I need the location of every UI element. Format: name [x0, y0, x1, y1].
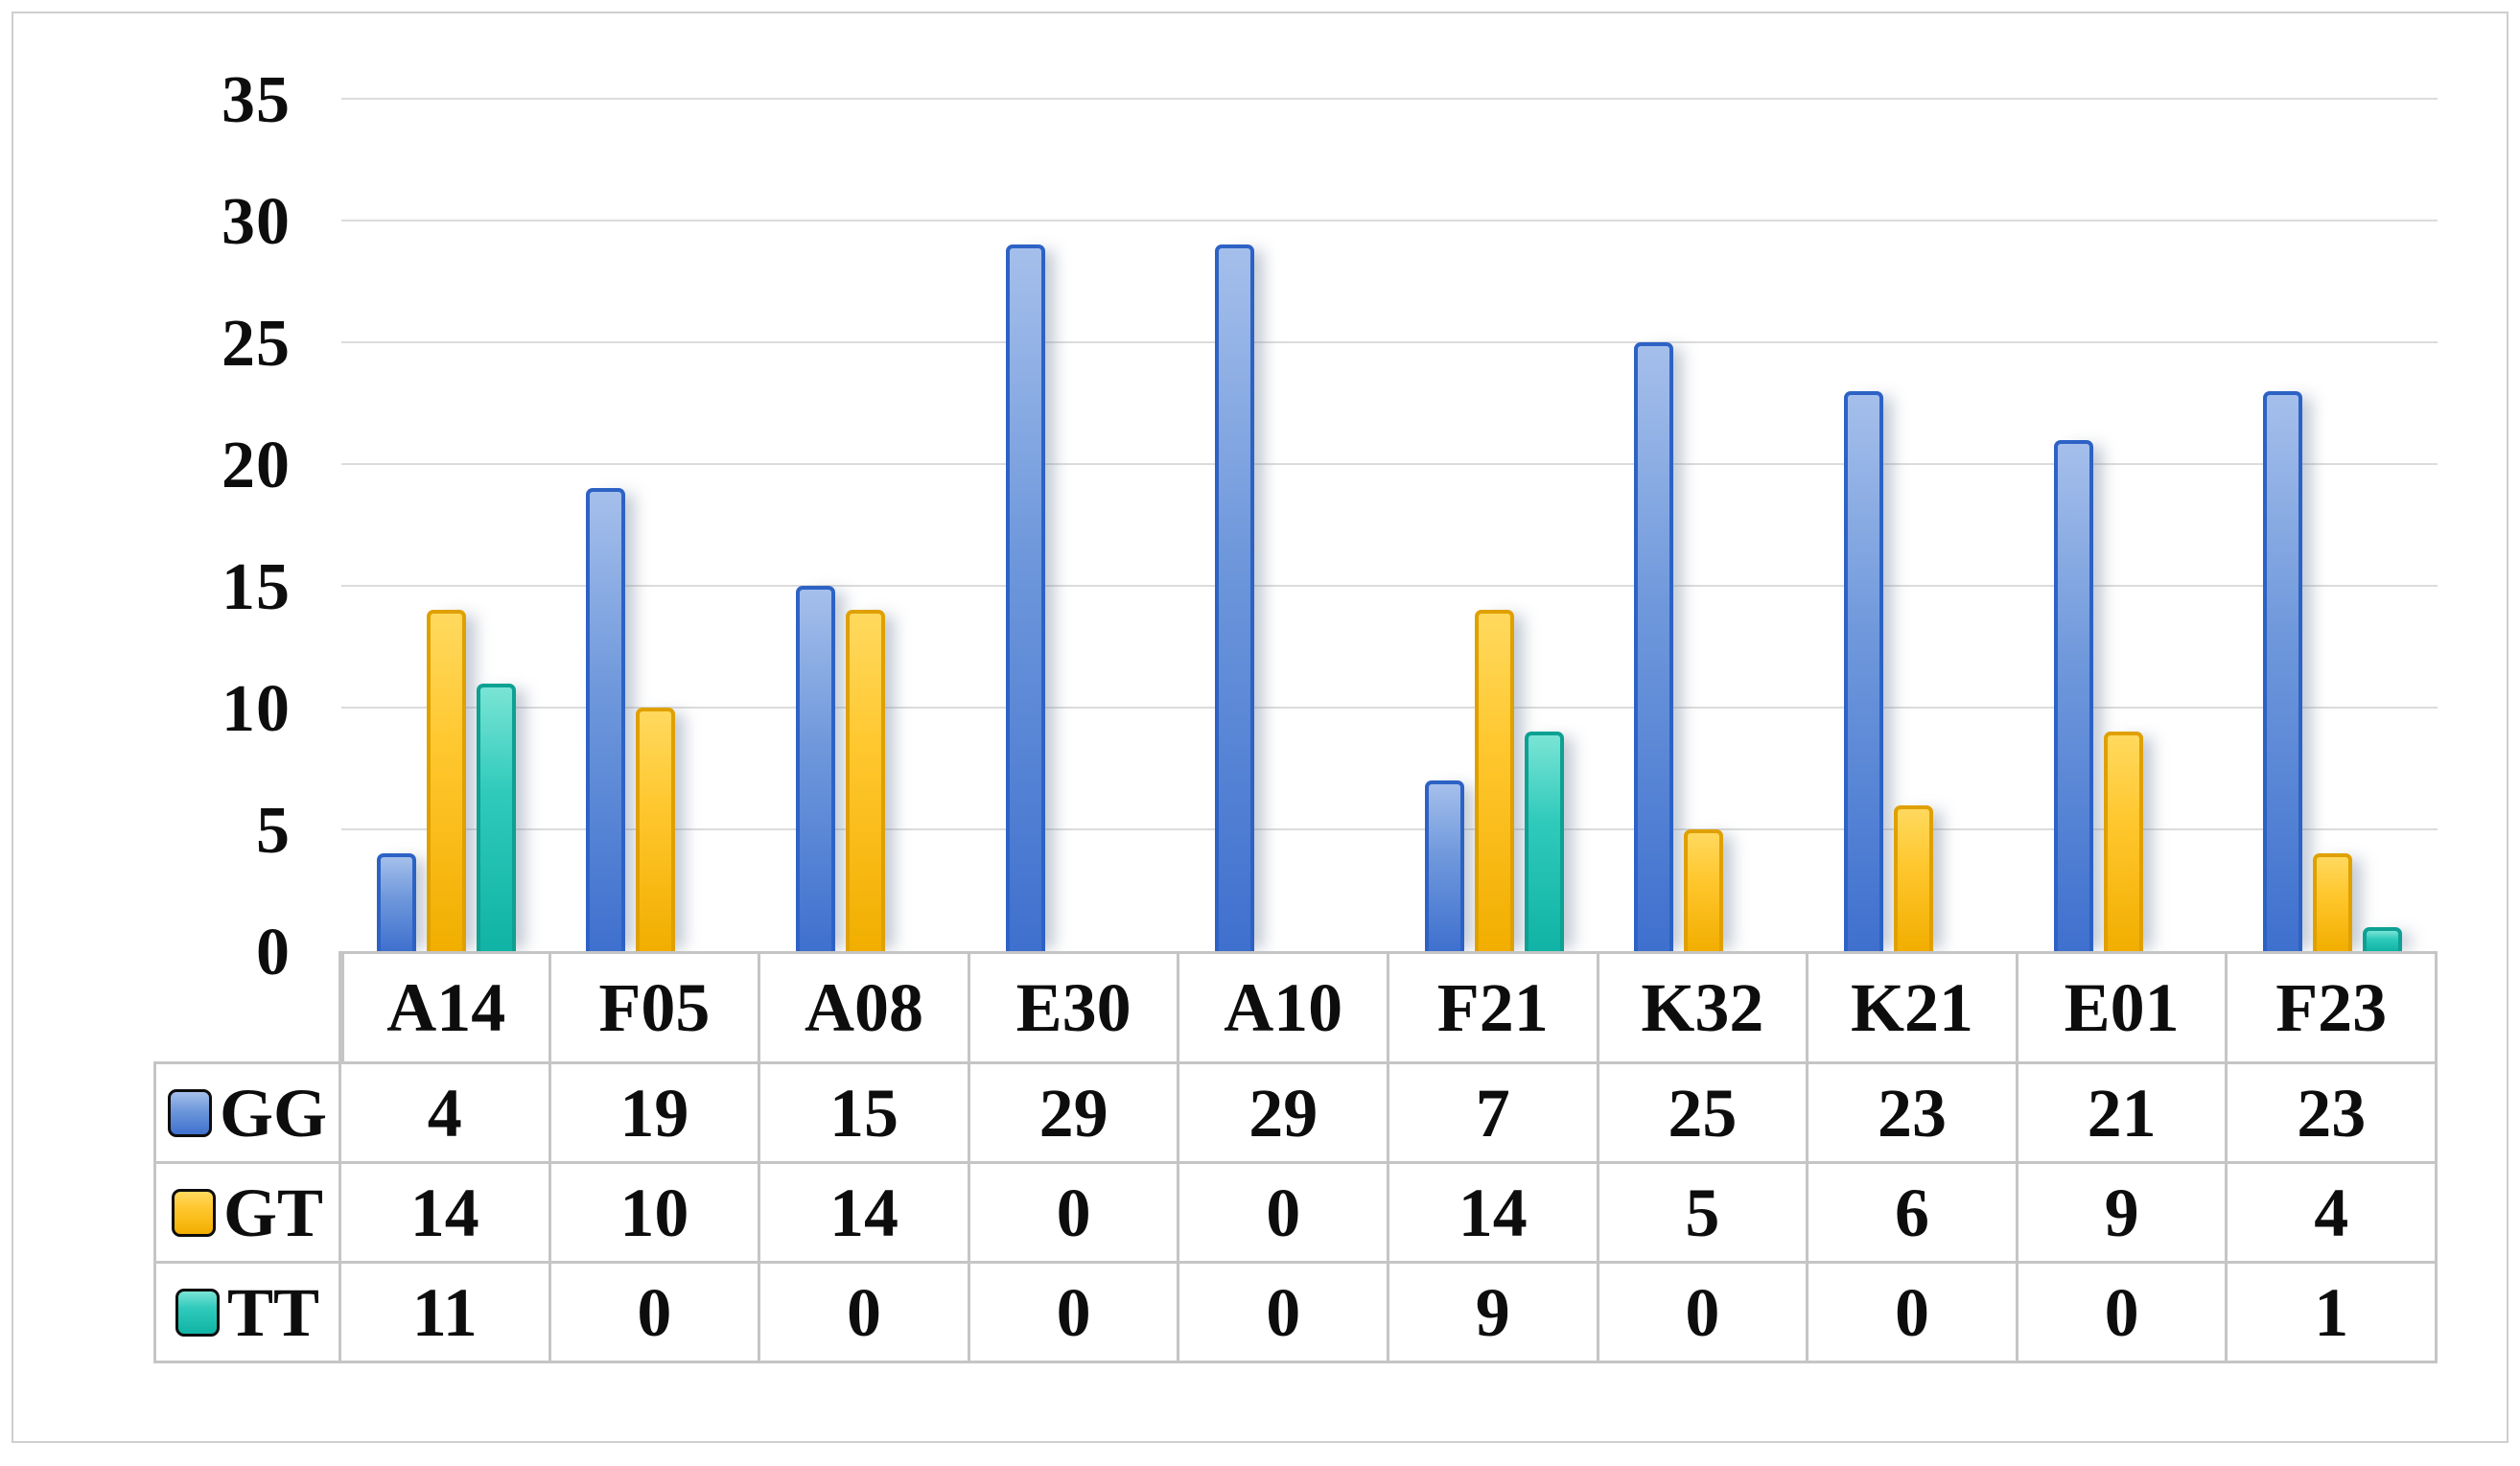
legend-label-text: TT — [226, 1273, 320, 1351]
bar-gt-a14 — [426, 610, 466, 951]
column-header-k32: K32 — [1598, 951, 1809, 1064]
table-value-tt-a10: 0 — [1179, 1264, 1389, 1363]
table-value-gt-a14: 14 — [341, 1164, 551, 1264]
gridline — [341, 98, 2438, 100]
table-value-tt-f05: 0 — [550, 1264, 761, 1363]
bar-gt-f21 — [1474, 610, 1514, 951]
bar-gg-e30 — [1005, 244, 1045, 951]
y-tick-label: 0 — [256, 916, 291, 989]
legend-label-text: GT — [222, 1174, 324, 1251]
y-tick-label: 5 — [256, 794, 291, 868]
legend-row-label-gt: GT — [153, 1164, 341, 1264]
legend-swatch-gg — [167, 1088, 212, 1137]
gridline — [341, 220, 2438, 221]
gridline — [341, 707, 2438, 709]
table-value-gg-k21: 23 — [1808, 1064, 2018, 1164]
gridline — [341, 341, 2438, 343]
bar-group-e01 — [2018, 99, 2228, 951]
table-value-gt-k32: 5 — [1598, 1164, 1809, 1264]
legend-swatch-gt — [171, 1188, 216, 1237]
column-header-e30: E30 — [969, 951, 1180, 1064]
y-tick-label: 15 — [222, 550, 291, 624]
table-value-tt-f21: 9 — [1389, 1264, 1599, 1363]
column-header-e01: E01 — [2018, 951, 2228, 1064]
y-tick-label: 35 — [222, 63, 291, 137]
table-value-tt-a08: 0 — [760, 1264, 970, 1363]
bar-group-f05 — [551, 99, 761, 951]
table-value-gg-a10: 29 — [1179, 1064, 1389, 1164]
column-header-k21: K21 — [1808, 951, 2018, 1064]
table-value-gt-e30: 0 — [969, 1164, 1180, 1264]
y-tick-label: 10 — [222, 672, 291, 746]
table-value-gg-e01: 21 — [2018, 1064, 2228, 1164]
legend-row-label-gg: GG — [153, 1064, 341, 1164]
bar-group-k21 — [1808, 99, 2018, 951]
bar-group-f21 — [1389, 99, 1599, 951]
column-header-a10: A10 — [1179, 951, 1389, 1064]
bar-gt-k32 — [1684, 829, 1724, 951]
bar-group-a14 — [341, 99, 551, 951]
legend-label-text: GG — [219, 1074, 327, 1152]
bar-gg-f05 — [586, 488, 626, 951]
column-header-a08: A08 — [760, 951, 970, 1064]
bar-gt-f05 — [636, 708, 676, 951]
table-value-gt-f05: 10 — [550, 1164, 761, 1264]
legend-swatch-tt — [175, 1288, 220, 1337]
y-tick-label: 30 — [222, 185, 291, 259]
bar-tt-a14 — [476, 683, 516, 951]
bar-group-a10 — [1179, 99, 1389, 951]
table-value-gt-e01: 9 — [2018, 1164, 2228, 1264]
bar-gg-f23 — [2263, 390, 2303, 951]
bar-group-e30 — [970, 99, 1180, 951]
table-value-tt-f23: 1 — [2228, 1264, 2438, 1363]
table-corner-cell — [153, 951, 341, 1064]
y-tick-label: 20 — [222, 429, 291, 502]
gridline — [341, 585, 2438, 587]
bar-tt-f23 — [2363, 926, 2403, 951]
table-value-gg-f05: 19 — [550, 1064, 761, 1164]
bar-gt-f23 — [2313, 853, 2353, 951]
gridline — [341, 828, 2438, 830]
table-value-tt-e01: 0 — [2018, 1264, 2228, 1363]
table-value-tt-a14: 11 — [341, 1264, 551, 1363]
bar-gg-a10 — [1215, 244, 1255, 951]
table-value-gt-f21: 14 — [1389, 1164, 1599, 1264]
bar-group-f23 — [2228, 99, 2438, 951]
table-value-gg-e30: 29 — [969, 1064, 1180, 1164]
bar-tt-f21 — [1524, 732, 1564, 951]
table-value-gg-f21: 7 — [1389, 1064, 1599, 1164]
gridline — [341, 463, 2438, 465]
table-value-gt-a08: 14 — [760, 1164, 970, 1264]
bar-gt-k21 — [1893, 804, 1933, 951]
table-value-gt-f23: 4 — [2228, 1164, 2438, 1264]
bar-gg-k32 — [1634, 342, 1674, 951]
plot-area — [341, 99, 2438, 951]
table-value-gg-a14: 4 — [341, 1064, 551, 1164]
data-table: A14 F05 A08 E30 A10 F21 K32 K21 E01 F23 GG 4 19 15 29 2… — [153, 951, 2438, 1363]
bar-gg-k21 — [1843, 390, 1883, 951]
table-value-gt-a10: 0 — [1179, 1164, 1389, 1264]
bar-gt-a08 — [845, 610, 885, 951]
bar-group-k32 — [1599, 99, 1809, 951]
bar-gg-e01 — [2053, 439, 2093, 951]
legend-row-label-tt: TT — [153, 1264, 341, 1363]
bar-gg-f21 — [1424, 780, 1464, 951]
table-value-gt-k21: 6 — [1808, 1164, 2018, 1264]
table-value-gg-f23: 23 — [2228, 1064, 2438, 1164]
y-tick-label: 25 — [222, 307, 291, 381]
bar-gt-e01 — [2103, 732, 2143, 951]
table-value-gg-k32: 25 — [1598, 1064, 1809, 1164]
bar-gg-a14 — [376, 853, 416, 951]
table-value-gg-a08: 15 — [760, 1064, 970, 1164]
table-value-tt-k32: 0 — [1598, 1264, 1809, 1363]
column-header-f21: F21 — [1389, 951, 1599, 1064]
column-header-f23: F23 — [2228, 951, 2438, 1064]
table-value-tt-k21: 0 — [1808, 1264, 2018, 1363]
column-header-f05: F05 — [550, 951, 761, 1064]
bar-group-a08 — [760, 99, 970, 951]
bar-gg-a08 — [795, 586, 835, 951]
table-value-tt-e30: 0 — [969, 1264, 1180, 1363]
column-header-a14: A14 — [341, 951, 551, 1064]
